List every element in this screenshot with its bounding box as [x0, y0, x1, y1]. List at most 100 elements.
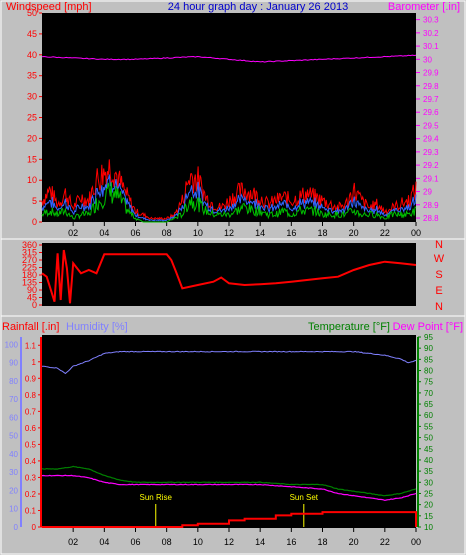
windspeed-mid-series-line [41, 174, 417, 222]
x-tick-label: 18 [317, 228, 327, 238]
baro-tick-label: 29.8 [423, 82, 439, 91]
x-tick-label: 12 [224, 228, 234, 238]
x-tick-label: 08 [162, 537, 172, 547]
baro-tick-label: 29.4 [423, 135, 439, 144]
direction-tick-label: 45 [27, 293, 37, 303]
temperature-tick-label: 65 [424, 400, 433, 409]
dewpoint-series-line [41, 474, 417, 502]
baro-tick-label: 30.1 [423, 42, 439, 51]
windspeed-axis-label: Windspeed [mph] [6, 1, 92, 13]
wind-tick-label: 35 [27, 71, 37, 81]
x-tick-label: 22 [380, 537, 390, 547]
wind-tick-label: 0 [32, 217, 37, 227]
chart-title: 24 hour graph day : January 26 2013 [168, 1, 348, 13]
baro-tick-label: 29.2 [423, 161, 439, 170]
direction-tick-label: 135 [22, 278, 37, 288]
x-tick-label: 12 [224, 537, 234, 547]
humidity-tick-label: 50 [9, 432, 18, 441]
direction-tick-label: 180 [22, 270, 37, 280]
wind-tick-label: 45 [27, 29, 37, 39]
baro-tick-label: 29.1 [423, 174, 439, 183]
direction-tick-label: 90 [27, 285, 37, 295]
rain-tick-label: 0.1 [25, 506, 37, 515]
dewpoint-axis-label: Dew Point [°F] [393, 321, 463, 333]
x-tick-label: 20 [349, 537, 359, 547]
temperature-tick-label: 45 [424, 445, 433, 454]
baro-tick-label: 29.9 [423, 69, 439, 78]
x-tick-label: 20 [349, 228, 359, 238]
temperature-tick-label: 50 [424, 434, 433, 443]
x-tick-label: 14 [255, 228, 265, 238]
wind-tick-label: 25 [27, 113, 37, 123]
humidity-tick-label: 90 [9, 359, 18, 368]
x-tick-label: 02 [68, 537, 78, 547]
direction-tick-label: 225 [22, 263, 37, 273]
direction-tick-label: 0 [32, 300, 37, 310]
compass-label: N [435, 301, 443, 313]
compass-label: S [435, 269, 442, 281]
temperature-tick-label: 70 [424, 389, 433, 398]
baro-tick-label: 29 [423, 188, 432, 197]
compass-label: N [435, 239, 443, 251]
rain-tick-label: 0.6 [25, 424, 37, 433]
temperature-tick-label: 35 [424, 467, 433, 476]
baro-tick-label: 30.2 [423, 29, 439, 38]
rain-tick-label: 0.8 [25, 391, 37, 400]
direction-plot-area [42, 243, 416, 306]
temperature-plot-area [42, 335, 416, 528]
sunrise-label: Sun Rise [140, 493, 173, 502]
rain-tick-label: 0.9 [25, 374, 37, 383]
temperature-tick-label: 55 [424, 422, 433, 431]
x-tick-label: 14 [255, 537, 265, 547]
temperature-tick-label: 75 [424, 378, 433, 387]
wind-tick-label: 15 [27, 154, 37, 164]
x-tick-label: 06 [130, 228, 140, 238]
x-tick-label: 04 [99, 537, 109, 547]
x-tick-label: 00 [411, 228, 421, 238]
humidity-tick-label: 100 [5, 340, 19, 349]
humidity-tick-label: 20 [9, 486, 18, 495]
chart-marks: 0510152025303540455028.828.92929.129.229… [5, 8, 445, 547]
rain-tick-label: 0 [32, 523, 37, 532]
baro-tick-label: 28.8 [423, 214, 439, 223]
x-tick-label: 02 [68, 228, 78, 238]
wind-tick-label: 30 [27, 92, 37, 102]
wind-direction-series-line [41, 249, 417, 304]
wind-tick-label: 5 [32, 196, 37, 206]
x-tick-label: 16 [286, 228, 296, 238]
rain-tick-label: 0.3 [25, 473, 37, 482]
rain-tick-label: 1 [32, 358, 37, 367]
baro-tick-label: 29.5 [423, 121, 439, 130]
wind-tick-label: 10 [27, 175, 37, 185]
temperature-tick-label: 40 [424, 456, 433, 465]
baro-tick-label: 29.3 [423, 148, 439, 157]
wind-tick-label: 50 [27, 8, 37, 18]
direction-tick-label: 270 [22, 255, 37, 265]
temperature-tick-label: 85 [424, 355, 433, 364]
rain-tick-label: 0.4 [25, 457, 37, 466]
rainfall-axis-label: Rainfall [.in] [2, 321, 59, 333]
wind-average-series-line [41, 182, 417, 223]
wind-tick-label: 20 [27, 133, 37, 143]
x-tick-label: 10 [193, 537, 203, 547]
compass-label: W [434, 253, 445, 265]
sunset-label: Sun Set [290, 493, 319, 502]
x-tick-label: 00 [411, 537, 421, 547]
rain-tick-label: 1.1 [25, 341, 37, 350]
humidity-axis-label: Humidity [%] [66, 321, 128, 333]
x-tick-label: 06 [130, 537, 140, 547]
temperature-tick-label: 25 [424, 489, 433, 498]
rain-tick-label: 0.7 [25, 407, 37, 416]
wind-tick-label: 40 [27, 50, 37, 60]
x-tick-label: 08 [162, 228, 172, 238]
x-tick-label: 10 [193, 228, 203, 238]
temperature-tick-label: 60 [424, 411, 433, 420]
humidity-tick-label: 30 [9, 468, 18, 477]
rain-tick-label: 0.5 [25, 440, 37, 449]
temperature-tick-label: 90 [424, 344, 433, 353]
wind-plot-area [42, 13, 416, 222]
baro-tick-label: 29.6 [423, 108, 439, 117]
baro-tick-label: 28.9 [423, 201, 439, 210]
temperature-series-line [41, 465, 417, 497]
